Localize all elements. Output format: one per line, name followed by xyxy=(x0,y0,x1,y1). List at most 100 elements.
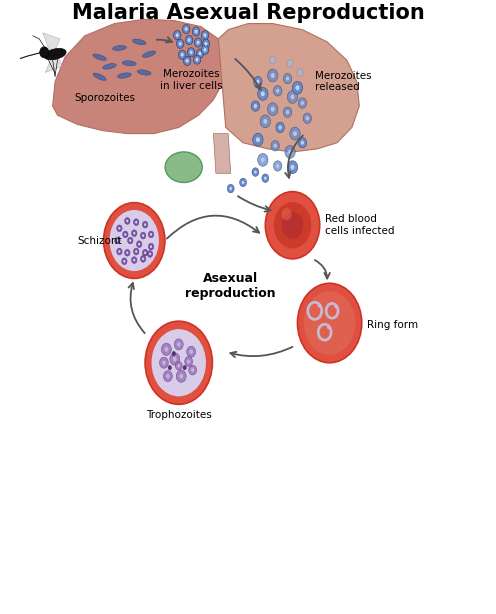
Text: Merozoites
released: Merozoites released xyxy=(315,71,372,93)
Circle shape xyxy=(229,187,232,190)
Circle shape xyxy=(201,45,209,55)
Circle shape xyxy=(301,101,304,105)
Circle shape xyxy=(187,38,190,42)
Circle shape xyxy=(177,342,181,347)
Circle shape xyxy=(189,50,192,54)
Circle shape xyxy=(149,252,151,255)
Circle shape xyxy=(147,251,153,257)
Circle shape xyxy=(282,212,304,239)
Circle shape xyxy=(240,178,247,187)
Circle shape xyxy=(126,220,128,222)
Circle shape xyxy=(263,119,267,124)
Circle shape xyxy=(297,69,303,76)
Text: Asexual
reproduction: Asexual reproduction xyxy=(186,273,276,300)
Circle shape xyxy=(261,157,265,162)
Circle shape xyxy=(283,74,292,84)
Circle shape xyxy=(264,177,267,180)
Circle shape xyxy=(287,161,298,174)
Circle shape xyxy=(261,91,265,96)
Circle shape xyxy=(142,257,144,260)
Circle shape xyxy=(296,85,300,90)
Polygon shape xyxy=(43,33,60,50)
Circle shape xyxy=(133,219,139,225)
Circle shape xyxy=(133,232,135,235)
Circle shape xyxy=(161,343,171,356)
Circle shape xyxy=(162,360,166,365)
Circle shape xyxy=(179,50,186,60)
Ellipse shape xyxy=(132,39,146,45)
Circle shape xyxy=(298,283,362,363)
Circle shape xyxy=(187,360,190,363)
Circle shape xyxy=(140,255,146,262)
Circle shape xyxy=(185,27,187,31)
Circle shape xyxy=(203,48,206,52)
Circle shape xyxy=(270,56,276,64)
Circle shape xyxy=(174,31,181,40)
Circle shape xyxy=(131,230,137,236)
Circle shape xyxy=(256,138,260,142)
Circle shape xyxy=(176,33,179,37)
Circle shape xyxy=(184,56,191,66)
Circle shape xyxy=(131,257,137,263)
Ellipse shape xyxy=(93,54,106,60)
Circle shape xyxy=(117,225,122,231)
Circle shape xyxy=(204,42,207,45)
Circle shape xyxy=(203,33,206,37)
Circle shape xyxy=(186,36,193,45)
Circle shape xyxy=(148,231,154,238)
Text: Sporozoites: Sporozoites xyxy=(74,93,135,103)
Circle shape xyxy=(292,81,303,94)
Text: Merozoites
in liver cells: Merozoites in liver cells xyxy=(160,69,222,91)
Circle shape xyxy=(262,174,269,182)
Circle shape xyxy=(276,164,279,168)
Circle shape xyxy=(276,89,279,93)
Circle shape xyxy=(117,239,119,242)
Circle shape xyxy=(254,171,257,174)
Circle shape xyxy=(142,249,148,256)
Circle shape xyxy=(194,38,202,47)
Circle shape xyxy=(150,233,152,236)
Ellipse shape xyxy=(165,152,202,182)
Circle shape xyxy=(291,95,295,99)
Circle shape xyxy=(306,116,309,120)
Polygon shape xyxy=(53,19,226,134)
Circle shape xyxy=(304,291,355,355)
Ellipse shape xyxy=(142,51,156,57)
Circle shape xyxy=(227,184,234,193)
Text: Ring form: Ring form xyxy=(367,320,418,330)
Circle shape xyxy=(119,227,121,230)
Polygon shape xyxy=(218,23,359,152)
Circle shape xyxy=(279,125,282,130)
Circle shape xyxy=(110,210,159,271)
Circle shape xyxy=(174,339,183,350)
Circle shape xyxy=(189,349,193,354)
Circle shape xyxy=(287,90,298,103)
Circle shape xyxy=(179,374,183,379)
Circle shape xyxy=(285,146,295,158)
Circle shape xyxy=(276,122,284,133)
Circle shape xyxy=(201,31,209,40)
Circle shape xyxy=(123,231,128,238)
Text: Schizont: Schizont xyxy=(77,236,122,246)
Ellipse shape xyxy=(137,70,151,75)
Circle shape xyxy=(327,325,330,329)
Ellipse shape xyxy=(44,49,66,60)
Circle shape xyxy=(253,76,262,87)
Text: Red blood
cells infected: Red blood cells infected xyxy=(325,214,394,236)
Circle shape xyxy=(271,73,275,78)
Circle shape xyxy=(126,251,128,254)
Circle shape xyxy=(40,47,49,58)
Circle shape xyxy=(148,243,154,250)
Circle shape xyxy=(271,107,275,112)
Circle shape xyxy=(144,223,146,226)
Ellipse shape xyxy=(103,63,117,69)
Circle shape xyxy=(286,110,289,114)
Circle shape xyxy=(175,362,182,370)
Circle shape xyxy=(257,154,268,166)
Circle shape xyxy=(135,250,137,253)
Circle shape xyxy=(196,41,199,44)
Circle shape xyxy=(282,208,292,220)
Circle shape xyxy=(183,25,190,34)
Circle shape xyxy=(185,357,192,367)
Circle shape xyxy=(290,127,300,140)
